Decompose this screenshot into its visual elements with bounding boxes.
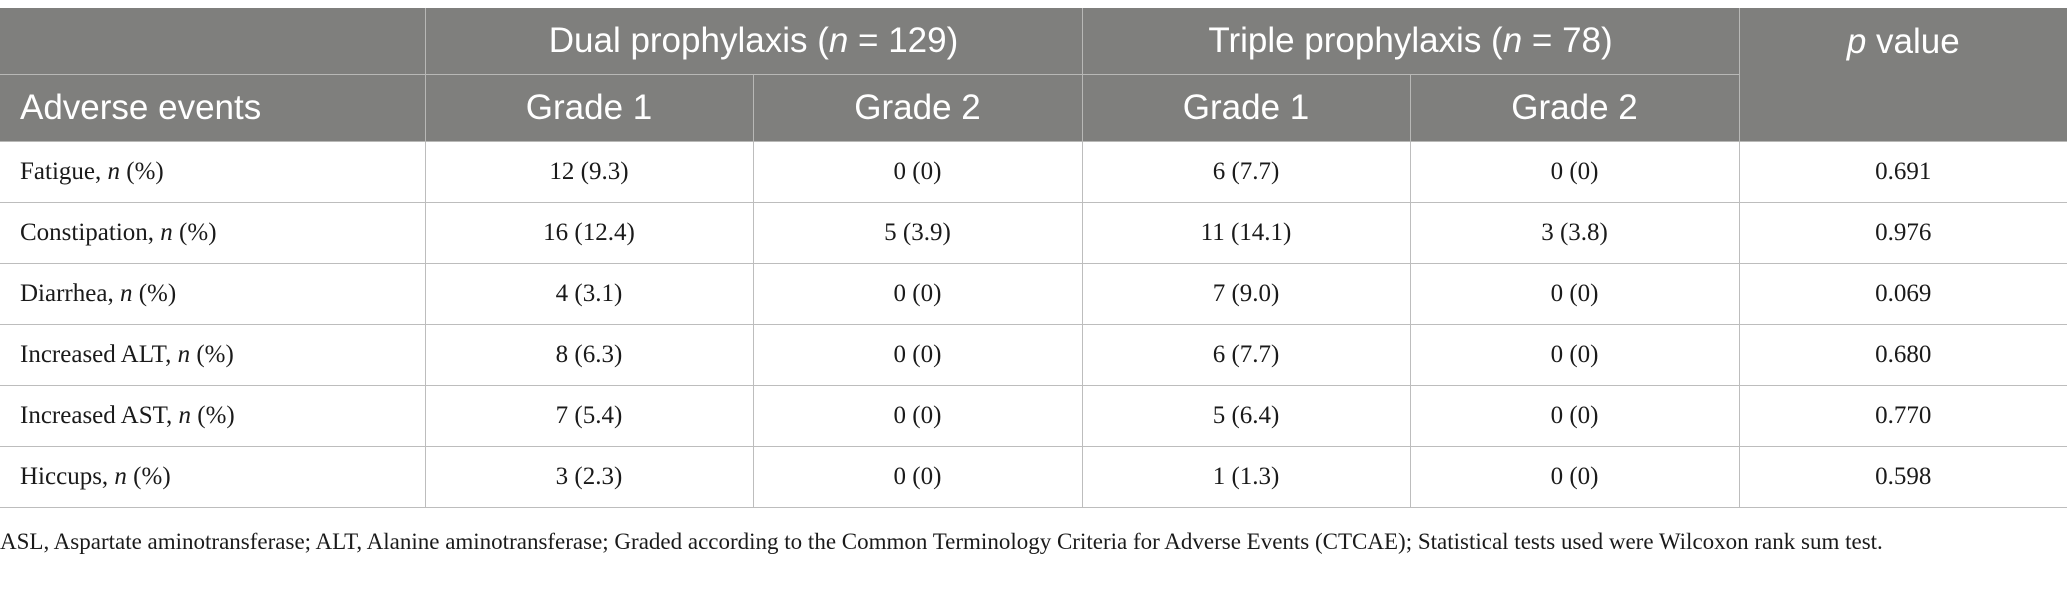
header-dual-grade-1: Grade 1 bbox=[424, 74, 753, 142]
dual-grade-2-cell: 0 (0) bbox=[752, 385, 1083, 447]
table-row: Diarrhea, n (%) 4 (3.1) 0 (0) 7 (9.0) 0 … bbox=[0, 263, 2067, 325]
row-label: Constipation, bbox=[20, 219, 161, 246]
row-label-n: n bbox=[114, 463, 127, 490]
row-label-cell: Increased AST, n (%) bbox=[0, 385, 426, 447]
row-label-n: n bbox=[107, 158, 121, 185]
p-value-cell: 0.680 bbox=[1738, 324, 2067, 386]
p-value-cell: 0.069 bbox=[1738, 263, 2067, 325]
header-triple-text: Triple prophylaxis ( bbox=[1208, 21, 1503, 60]
header-dual-n: n bbox=[828, 21, 849, 60]
row-label-unit: (%) bbox=[126, 463, 171, 490]
adverse-events-table-container: Dual prophylaxis (n = 129) Triple prophy… bbox=[0, 8, 2067, 508]
row-label: Fatigue, bbox=[20, 158, 108, 185]
header-dual-count: = 129) bbox=[848, 21, 959, 60]
triple-grade-2-cell: 0 (0) bbox=[1409, 446, 1740, 508]
triple-grade-1-cell: 7 (9.0) bbox=[1081, 263, 1411, 325]
adverse-events-table: Dual prophylaxis (n = 129) Triple prophy… bbox=[0, 8, 2067, 508]
p-value-cell: 0.598 bbox=[1738, 446, 2067, 508]
table-row: Constipation, n (%) 16 (12.4) 5 (3.9) 11… bbox=[0, 202, 2067, 264]
dual-grade-1-cell: 7 (5.4) bbox=[424, 385, 754, 447]
header-p-letter: p bbox=[1846, 22, 1867, 61]
row-label-n: n bbox=[178, 402, 192, 429]
dual-grade-2-cell: 0 (0) bbox=[752, 141, 1083, 203]
table-row: Hiccups, n (%) 3 (2.3) 0 (0) 1 (1.3) 0 (… bbox=[0, 446, 2067, 508]
row-label-unit: (%) bbox=[191, 402, 235, 429]
row-label-n: n bbox=[160, 219, 173, 246]
dual-grade-1-cell: 4 (3.1) bbox=[424, 263, 754, 325]
header-p-value: p value bbox=[1738, 8, 2067, 142]
row-label-cell: Constipation, n (%) bbox=[0, 202, 426, 264]
p-value-cell: 0.691 bbox=[1738, 141, 2067, 203]
triple-grade-2-cell: 0 (0) bbox=[1409, 141, 1740, 203]
p-value-cell: 0.976 bbox=[1738, 202, 2067, 264]
dual-grade-2-cell: 5 (3.9) bbox=[752, 202, 1083, 264]
triple-grade-1-cell: 6 (7.7) bbox=[1081, 141, 1411, 203]
header-dual-grade-2: Grade 2 bbox=[752, 74, 1083, 142]
table-row: Increased AST, n (%) 7 (5.4) 0 (0) 5 (6.… bbox=[0, 385, 2067, 447]
table-footnote: ASL, Aspartate aminotransferase; ALT, Al… bbox=[0, 529, 1883, 554]
row-label-n: n bbox=[119, 280, 133, 307]
header-triple-grade-1: Grade 1 bbox=[1081, 74, 1411, 142]
row-label-n: n bbox=[177, 341, 191, 368]
row-label: Hiccups, bbox=[20, 463, 115, 490]
table-body: Fatigue, n (%) 12 (9.3) 0 (0) 6 (7.7) 0 … bbox=[0, 141, 2067, 508]
dual-grade-1-cell: 16 (12.4) bbox=[424, 202, 754, 264]
row-label-cell: Diarrhea, n (%) bbox=[0, 263, 426, 325]
row-label-cell: Increased ALT, n (%) bbox=[0, 324, 426, 386]
dual-grade-1-cell: 8 (6.3) bbox=[424, 324, 754, 386]
row-label: Diarrhea, bbox=[20, 280, 120, 307]
triple-grade-2-cell: 0 (0) bbox=[1409, 385, 1740, 447]
triple-grade-2-cell: 3 (3.8) bbox=[1409, 202, 1740, 264]
header-row-groups: Dual prophylaxis (n = 129) Triple prophy… bbox=[0, 8, 2067, 142]
dual-grade-2-cell: 0 (0) bbox=[752, 446, 1083, 508]
dual-grade-2-cell: 0 (0) bbox=[752, 324, 1083, 386]
triple-grade-1-cell: 6 (7.7) bbox=[1081, 324, 1411, 386]
table-row: Increased ALT, n (%) 8 (6.3) 0 (0) 6 (7.… bbox=[0, 324, 2067, 386]
row-label-unit: (%) bbox=[120, 158, 164, 185]
row-label-cell: Hiccups, n (%) bbox=[0, 446, 426, 508]
dual-grade-2-cell: 0 (0) bbox=[752, 263, 1083, 325]
dual-grade-1-cell: 12 (9.3) bbox=[424, 141, 754, 203]
header-triple-count: = 78) bbox=[1522, 21, 1613, 60]
dual-grade-1-cell: 3 (2.3) bbox=[424, 446, 754, 508]
triple-grade-1-cell: 1 (1.3) bbox=[1081, 446, 1411, 508]
row-label: Increased ALT, bbox=[20, 341, 178, 368]
triple-grade-2-cell: 0 (0) bbox=[1409, 324, 1740, 386]
triple-grade-1-cell: 11 (14.1) bbox=[1081, 202, 1411, 264]
row-label-unit: (%) bbox=[132, 280, 177, 307]
header-empty-cell bbox=[0, 8, 425, 75]
header-adverse-events: Adverse events bbox=[0, 74, 425, 142]
row-label-unit: (%) bbox=[190, 341, 234, 368]
header-triple-prophylaxis: Triple prophylaxis (n = 78) bbox=[1081, 8, 1740, 75]
triple-grade-2-cell: 0 (0) bbox=[1409, 263, 1740, 325]
header-p-text: value bbox=[1866, 22, 1960, 61]
row-label-unit: (%) bbox=[172, 219, 217, 246]
row-label-cell: Fatigue, n (%) bbox=[0, 141, 426, 203]
header-triple-n: n bbox=[1502, 21, 1523, 60]
row-label: Increased AST, bbox=[20, 402, 179, 429]
header-dual-prophylaxis: Dual prophylaxis (n = 129) bbox=[424, 8, 1083, 75]
triple-grade-1-cell: 5 (6.4) bbox=[1081, 385, 1411, 447]
p-value-cell: 0.770 bbox=[1738, 385, 2067, 447]
header-triple-grade-2: Grade 2 bbox=[1409, 74, 1740, 142]
header-dual-text: Dual prophylaxis ( bbox=[548, 21, 829, 60]
table-header: Dual prophylaxis (n = 129) Triple prophy… bbox=[0, 8, 2067, 142]
table-row: Fatigue, n (%) 12 (9.3) 0 (0) 6 (7.7) 0 … bbox=[0, 141, 2067, 203]
